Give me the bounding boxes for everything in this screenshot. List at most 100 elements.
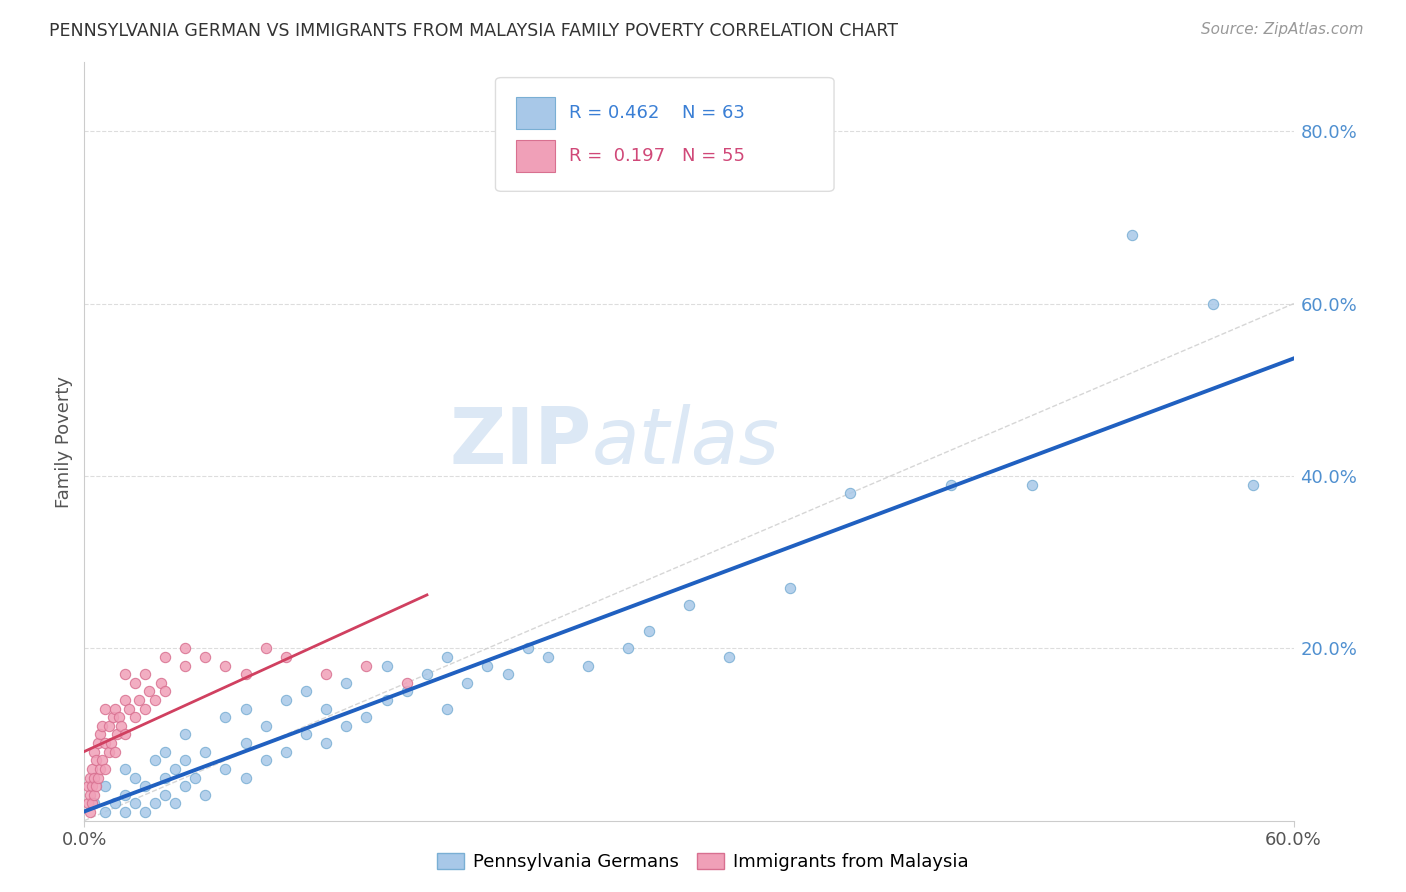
Point <box>89 762 111 776</box>
Point <box>93 805 115 819</box>
Point <box>839 486 862 500</box>
Point <box>254 719 277 733</box>
Point <box>395 675 418 690</box>
Point <box>87 736 110 750</box>
Point <box>104 745 127 759</box>
Point <box>89 727 111 741</box>
Point <box>496 667 519 681</box>
Point <box>153 771 176 785</box>
Point <box>477 658 499 673</box>
Point <box>165 797 187 811</box>
Point <box>101 710 124 724</box>
Point <box>83 797 105 811</box>
Point <box>174 658 197 673</box>
Point <box>79 771 101 785</box>
Point <box>214 710 236 724</box>
Point <box>143 797 166 811</box>
Point <box>124 797 146 811</box>
Point <box>235 736 257 750</box>
Point <box>395 684 418 698</box>
Point <box>194 649 217 664</box>
Point <box>335 719 357 733</box>
Point <box>143 753 166 767</box>
Point <box>194 745 217 759</box>
Point <box>456 675 478 690</box>
Point <box>718 649 741 664</box>
Point <box>1121 227 1143 242</box>
Point <box>86 753 108 767</box>
Point <box>77 779 100 793</box>
Point <box>93 701 115 715</box>
Point <box>83 788 105 802</box>
Point <box>105 727 128 741</box>
Point <box>114 693 136 707</box>
Point <box>118 701 141 715</box>
Point <box>436 649 458 664</box>
Point <box>315 667 337 681</box>
Point <box>91 753 114 767</box>
Point <box>274 745 297 759</box>
Point <box>315 701 337 715</box>
Point <box>128 693 150 707</box>
Point <box>295 727 318 741</box>
Text: N = 55: N = 55 <box>682 146 745 165</box>
Point <box>83 745 105 759</box>
Point <box>436 701 458 715</box>
Point <box>356 658 378 673</box>
Text: PENNSYLVANIA GERMAN VS IMMIGRANTS FROM MALAYSIA FAMILY POVERTY CORRELATION CHART: PENNSYLVANIA GERMAN VS IMMIGRANTS FROM M… <box>49 22 898 40</box>
Point <box>97 745 120 759</box>
Point <box>939 477 962 491</box>
Point <box>114 667 136 681</box>
Point <box>93 736 115 750</box>
Point <box>82 797 104 811</box>
FancyBboxPatch shape <box>516 97 555 129</box>
FancyBboxPatch shape <box>495 78 834 191</box>
Text: atlas: atlas <box>592 403 780 480</box>
Point <box>143 693 166 707</box>
Point <box>86 779 108 793</box>
Point <box>87 771 110 785</box>
Point <box>637 624 659 639</box>
Point <box>104 797 127 811</box>
Point <box>1021 477 1043 491</box>
Point <box>114 805 136 819</box>
Point <box>235 701 257 715</box>
Point <box>134 779 156 793</box>
Point <box>114 727 136 741</box>
Point <box>516 641 538 656</box>
Point <box>114 762 136 776</box>
Point <box>416 667 439 681</box>
Point <box>93 779 115 793</box>
Point <box>124 710 146 724</box>
Point <box>274 693 297 707</box>
Point <box>138 684 160 698</box>
Point <box>295 684 318 698</box>
Point <box>235 667 257 681</box>
FancyBboxPatch shape <box>516 140 555 171</box>
Point <box>149 675 172 690</box>
Point <box>576 658 599 673</box>
Point <box>214 762 236 776</box>
Point <box>79 788 101 802</box>
Point <box>174 727 197 741</box>
Text: ZIP: ZIP <box>450 403 592 480</box>
Point <box>124 771 146 785</box>
Point <box>100 736 122 750</box>
Y-axis label: Family Poverty: Family Poverty <box>55 376 73 508</box>
Point <box>375 693 398 707</box>
Point <box>97 719 120 733</box>
Point <box>134 701 156 715</box>
Text: N = 63: N = 63 <box>682 104 745 122</box>
Point <box>82 779 104 793</box>
Point <box>356 710 378 724</box>
Point <box>134 667 156 681</box>
Point <box>124 675 146 690</box>
Point <box>315 736 337 750</box>
Point <box>617 641 640 656</box>
Point <box>114 788 136 802</box>
Point <box>1202 296 1225 310</box>
Point <box>254 641 277 656</box>
Text: Source: ZipAtlas.com: Source: ZipAtlas.com <box>1201 22 1364 37</box>
Point <box>93 762 115 776</box>
Point <box>214 658 236 673</box>
